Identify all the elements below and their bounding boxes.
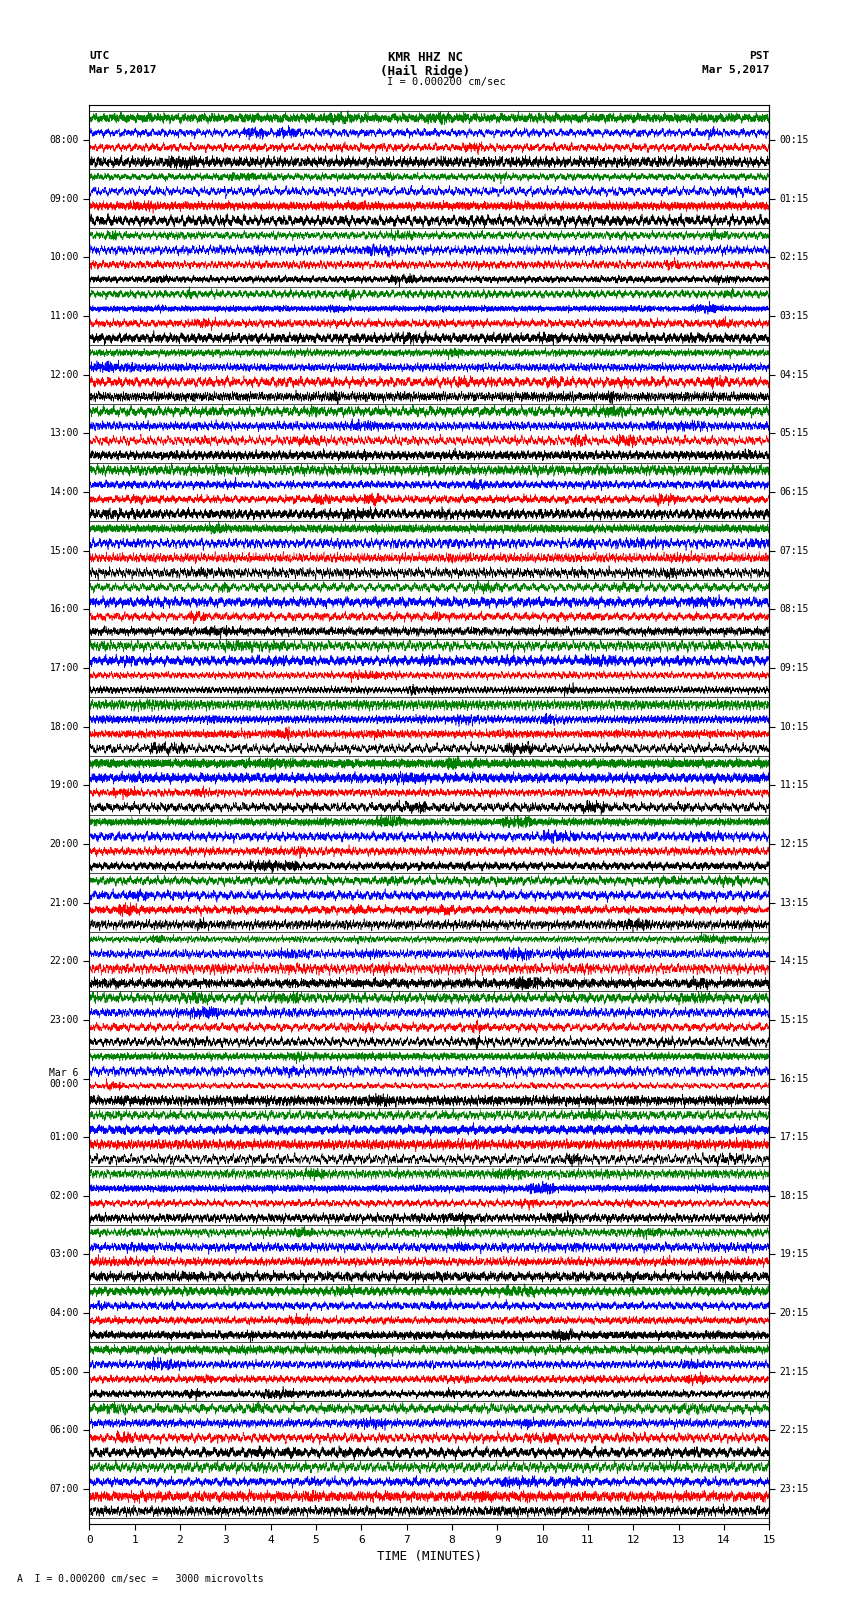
X-axis label: TIME (MINUTES): TIME (MINUTES): [377, 1550, 482, 1563]
Text: A  I = 0.000200 cm/sec =   3000 microvolts: A I = 0.000200 cm/sec = 3000 microvolts: [17, 1574, 264, 1584]
Text: I = 0.000200 cm/sec: I = 0.000200 cm/sec: [387, 77, 506, 87]
Text: PST: PST: [749, 50, 769, 61]
Text: KMR HHZ NC: KMR HHZ NC: [388, 50, 462, 65]
Text: Mar 5,2017: Mar 5,2017: [702, 65, 769, 74]
Text: (Hail Ridge): (Hail Ridge): [380, 65, 470, 77]
Text: Mar 5,2017: Mar 5,2017: [89, 65, 156, 74]
Text: UTC: UTC: [89, 50, 110, 61]
